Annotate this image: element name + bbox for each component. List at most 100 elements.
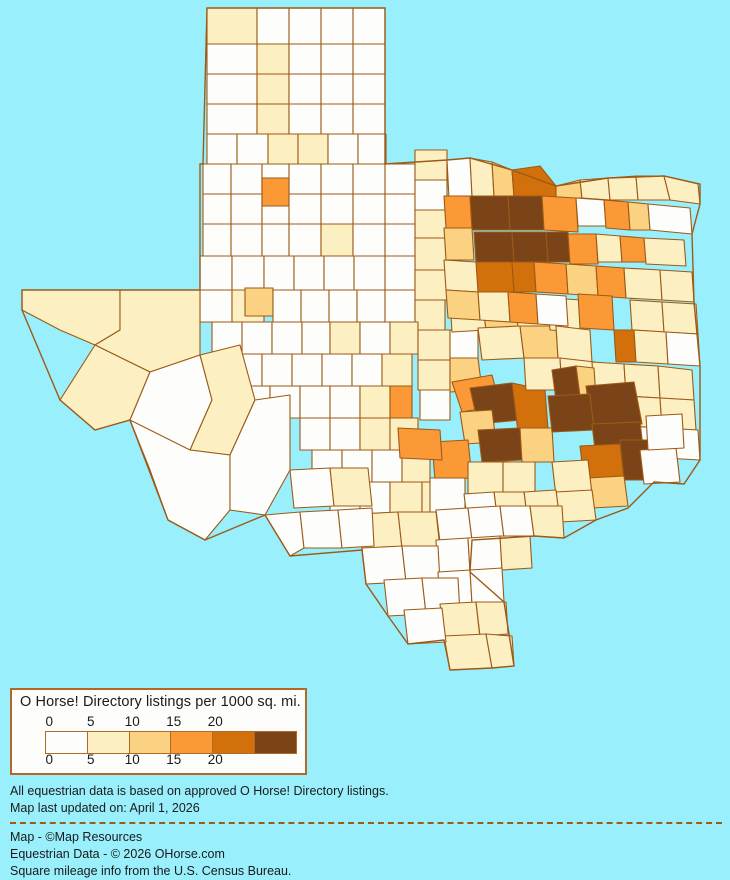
county — [502, 461, 536, 497]
county — [595, 265, 627, 299]
county — [443, 259, 479, 293]
county — [199, 289, 233, 323]
county — [352, 103, 386, 135]
county — [469, 195, 511, 231]
county — [301, 321, 331, 355]
county — [352, 193, 386, 225]
county — [299, 417, 331, 451]
county — [359, 321, 391, 355]
county — [414, 299, 446, 331]
county — [261, 353, 293, 387]
county — [414, 179, 448, 211]
county — [555, 325, 593, 363]
legend-tick-bottom-2: 10 — [124, 752, 140, 767]
county — [647, 203, 693, 235]
county — [435, 537, 471, 575]
county — [435, 507, 473, 543]
county — [129, 419, 231, 541]
county — [659, 269, 695, 303]
county — [261, 177, 290, 207]
county — [643, 237, 687, 267]
footer-credits: Map - ©Map Resources Equestrian Data - ©… — [10, 829, 720, 880]
county-group-south-texas — [264, 467, 533, 671]
county — [384, 163, 416, 195]
county — [206, 103, 258, 135]
county — [230, 193, 263, 225]
county — [256, 73, 290, 105]
county — [575, 197, 607, 227]
county — [545, 231, 571, 263]
county — [289, 467, 335, 509]
county — [595, 233, 623, 263]
county — [299, 385, 331, 419]
county — [288, 43, 322, 75]
county — [264, 511, 305, 557]
county — [361, 545, 407, 585]
county — [384, 255, 416, 291]
county — [519, 325, 559, 359]
county — [256, 43, 290, 75]
legend-swatch-4 — [212, 732, 255, 753]
legend-tick-bottom-1: 5 — [86, 752, 95, 767]
county — [445, 289, 481, 321]
county — [320, 73, 354, 105]
legend-tick-top-3: 15 — [166, 714, 182, 729]
county — [329, 321, 361, 355]
county — [206, 133, 238, 165]
county — [403, 607, 447, 645]
county — [320, 193, 354, 225]
county — [627, 201, 651, 231]
county — [417, 359, 451, 391]
county — [577, 293, 615, 331]
county — [352, 223, 386, 257]
county — [585, 381, 643, 429]
county — [297, 133, 329, 165]
county — [429, 477, 466, 513]
county — [206, 73, 258, 105]
county — [359, 417, 391, 451]
county — [639, 447, 681, 485]
county — [256, 7, 290, 45]
county — [288, 7, 322, 45]
county — [533, 261, 569, 295]
credit-census: Square mileage info from the U.S. Census… — [10, 864, 292, 878]
county — [449, 329, 479, 359]
legend-tick-bottom-4: 20 — [207, 752, 223, 767]
county — [352, 43, 386, 75]
county — [293, 255, 325, 291]
county — [371, 449, 403, 483]
legend-swatch-0 — [46, 732, 87, 753]
legend-swatch-5 — [254, 732, 296, 753]
county — [623, 267, 663, 301]
county — [230, 223, 263, 257]
county — [511, 165, 557, 199]
county — [541, 195, 579, 233]
county — [272, 289, 302, 323]
county — [397, 427, 443, 461]
county — [389, 481, 423, 515]
county — [389, 385, 413, 419]
county — [261, 223, 290, 257]
county — [414, 149, 448, 181]
county — [352, 7, 386, 45]
county — [657, 365, 695, 401]
county — [288, 73, 322, 105]
legend-title: O Horse! Directory listings per 1000 sq.… — [20, 694, 301, 710]
county — [389, 321, 419, 355]
county — [320, 163, 354, 195]
county — [202, 223, 232, 257]
legend-ticks-top: 0 5 10 15 20 — [39, 714, 301, 730]
county — [352, 73, 386, 105]
credit-map: Map - ©Map Resources — [10, 830, 143, 844]
legend-tick-top-0: 0 — [45, 714, 53, 729]
county — [401, 545, 441, 583]
county — [244, 287, 274, 317]
county — [321, 353, 353, 387]
county — [202, 193, 232, 225]
county — [384, 223, 416, 257]
county — [473, 261, 515, 293]
county — [446, 157, 473, 199]
county — [230, 163, 263, 195]
county — [329, 385, 361, 419]
county — [236, 133, 269, 165]
